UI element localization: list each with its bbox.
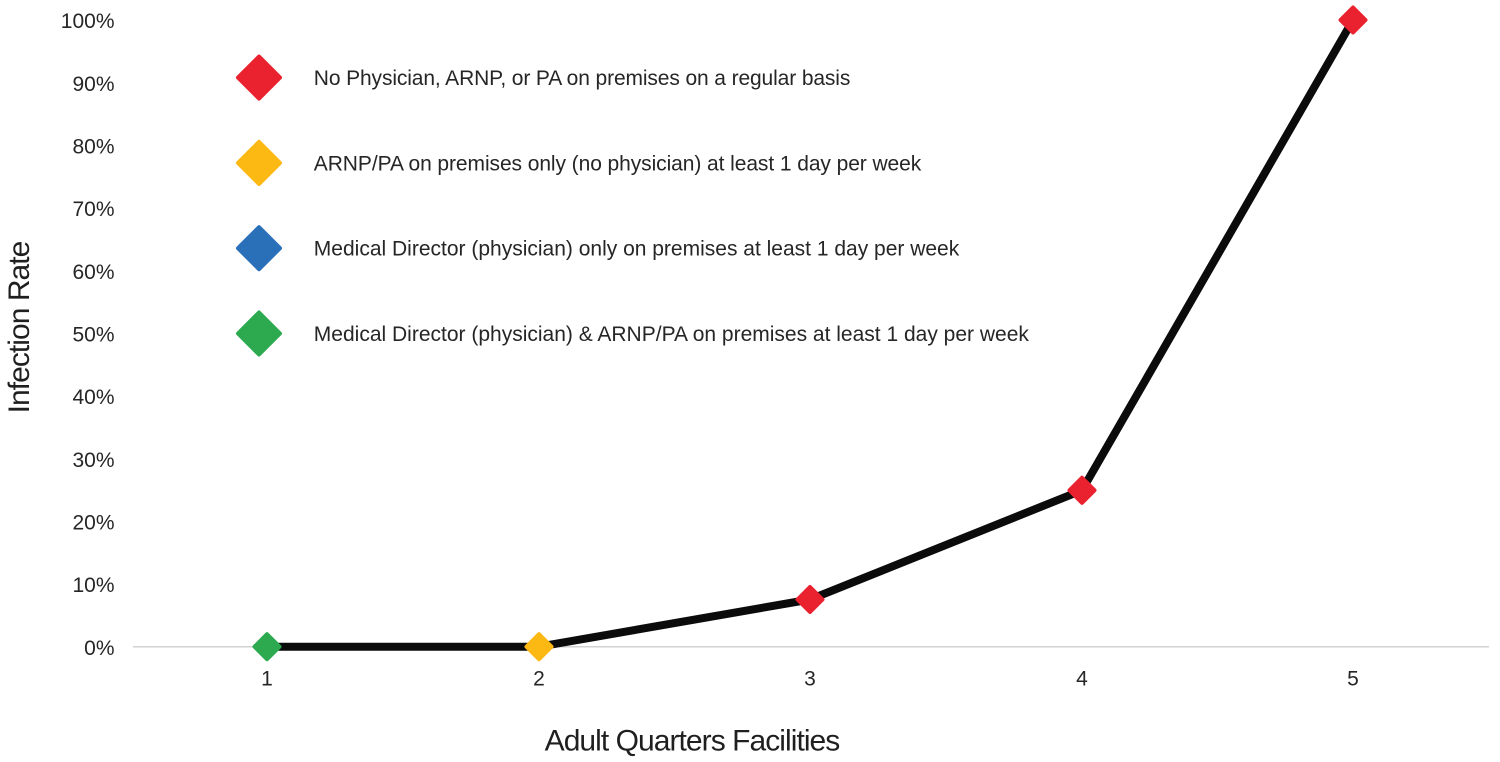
svg-text:50%: 50% [72,324,114,347]
svg-text:3: 3 [804,668,816,691]
svg-text:100%: 100% [61,10,115,33]
svg-text:80%: 80% [72,136,114,159]
svg-text:20%: 20% [72,512,114,535]
svg-text:90%: 90% [72,73,114,96]
svg-text:4: 4 [1076,668,1088,691]
svg-text:ARNP/PA on premises only (no p: ARNP/PA on premises only (no physician) … [314,152,922,175]
svg-text:70%: 70% [72,198,114,221]
svg-text:60%: 60% [72,261,114,284]
svg-text:30%: 30% [72,449,114,472]
svg-text:5: 5 [1347,668,1359,691]
svg-text:1: 1 [261,668,273,691]
svg-text:40%: 40% [72,386,114,409]
svg-text:Medical Director (physician) o: Medical Director (physician) only on pre… [314,238,960,261]
svg-text:Adult Quarters Facilities: Adult Quarters Facilities [545,724,840,757]
svg-text:10%: 10% [72,574,114,597]
svg-text:No Physician, ARNP, or PA on p: No Physician, ARNP, or PA on premises on… [314,67,850,90]
svg-text:Medical Director (physician) &: Medical Director (physician) & ARNP/PA o… [314,323,1030,346]
svg-text:0%: 0% [84,637,114,660]
svg-text:Infection Rate: Infection Rate [3,241,36,413]
svg-text:2: 2 [533,668,545,691]
